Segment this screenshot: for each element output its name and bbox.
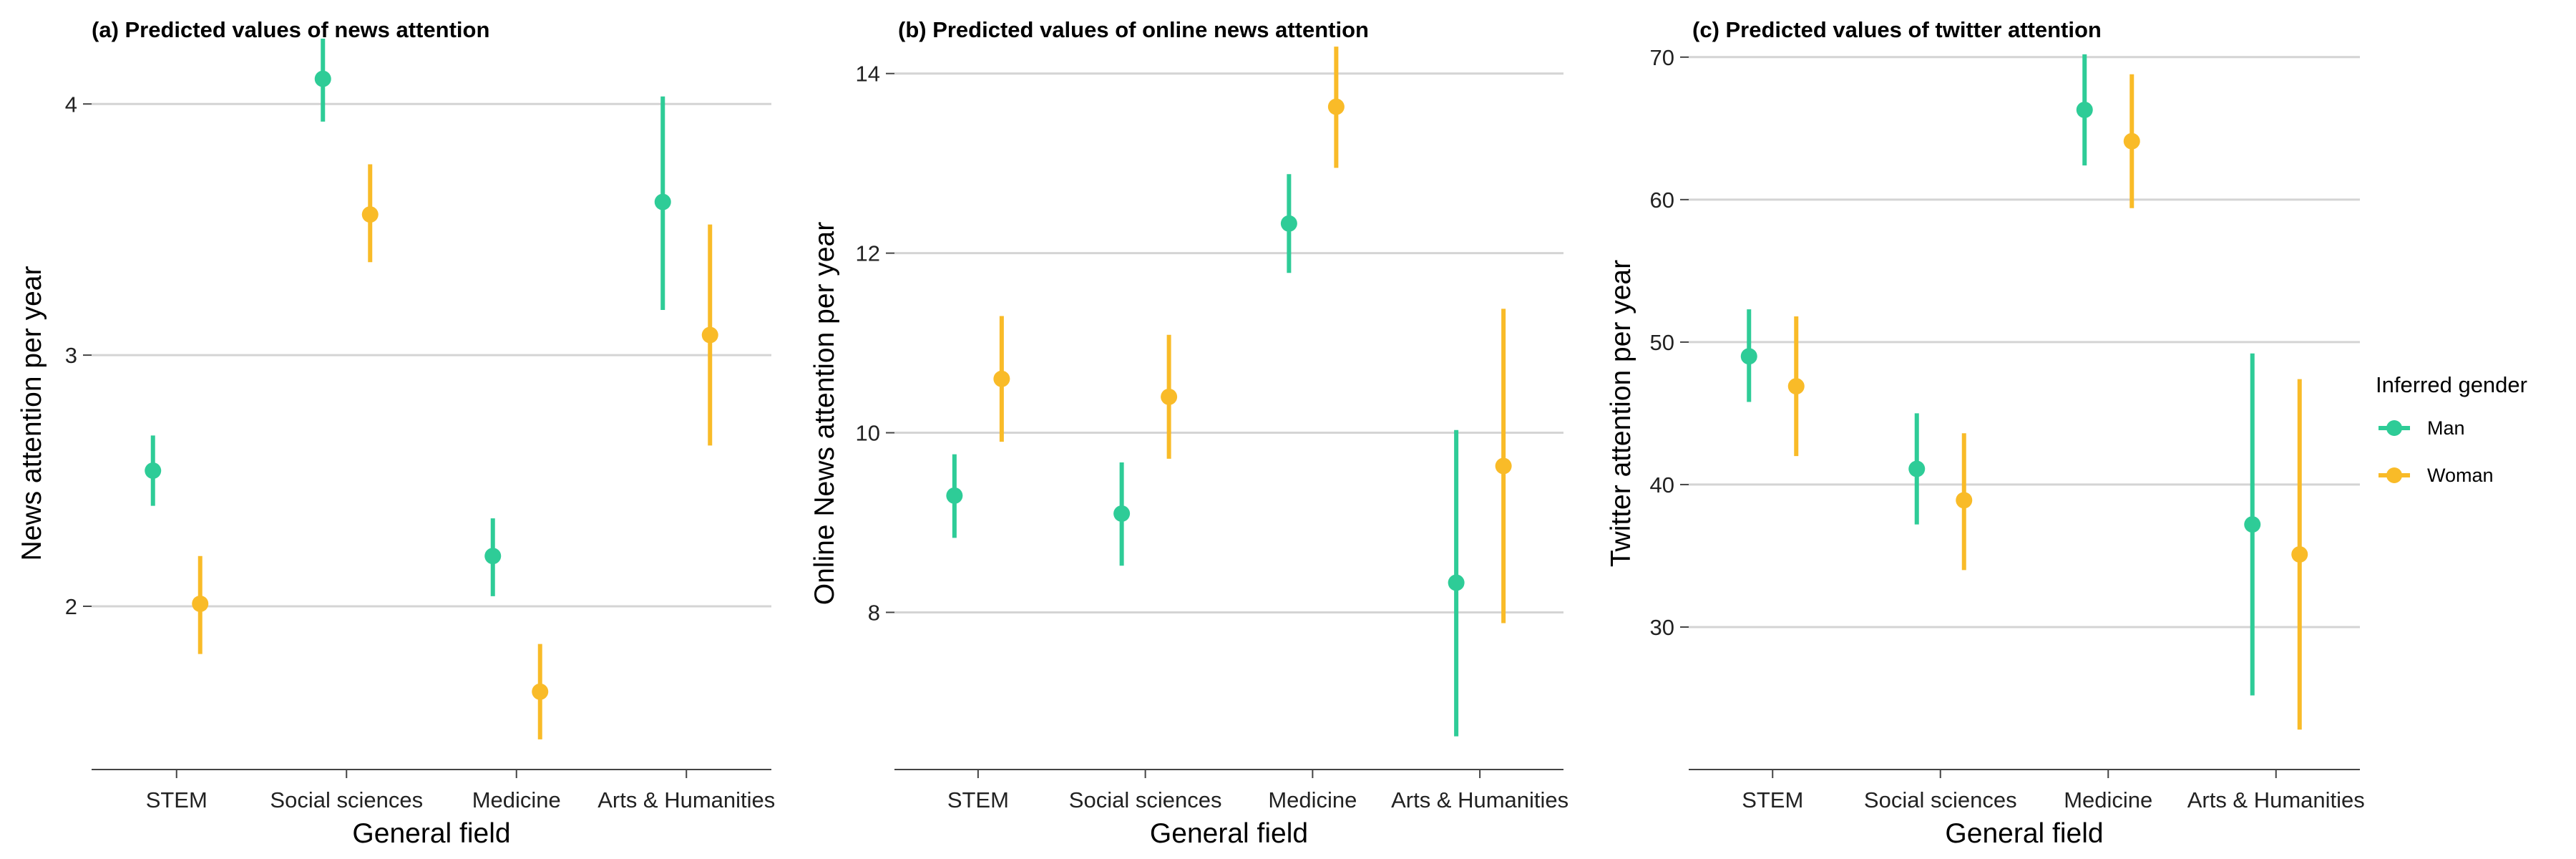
series-man [1740,54,2261,696]
x-tick-label: Arts & Humanities [2187,787,2365,812]
y-tick-label: 40 [1650,472,1674,498]
panel-title: (b) Predicted values of online news atte… [898,17,1369,42]
y-tick-label: 3 [65,343,77,368]
point-man [145,462,162,479]
y-tick-label: 30 [1650,615,1674,640]
y-tick-label: 8 [868,600,880,625]
panels: (a) Predicted values of news attention 2 3… [16,17,2365,849]
x-tick-label: STEM [146,787,208,812]
point-woman [701,326,718,344]
point-woman [192,595,209,612]
y-tick-label: 60 [1650,188,1674,213]
legend-label-man: Man [2427,417,2465,439]
point-woman [532,683,549,700]
x-tick-label: STEM [1742,787,1803,812]
panel-title: (a) Predicted values of news attention [92,17,489,42]
panel-2: (b) Predicted values of online news atte… [809,17,1568,849]
point-man [314,70,331,87]
x-tick-label: Social sciences [270,787,423,812]
series-woman [1787,74,2308,730]
series-woman [192,164,718,739]
x-tick-label: Arts & Humanities [597,787,775,812]
y-tick-label: 4 [65,92,77,117]
legend-key-man-dot [2386,420,2402,436]
point-woman [361,206,379,223]
point-man [1113,505,1131,522]
series-man [946,174,1465,737]
x-axis-title: General field [1150,818,1308,849]
legend-item-man: Man [2379,417,2465,439]
legend-item-woman: Woman [2379,465,2494,486]
x-tick-label: Social sciences [1069,787,1222,812]
x-axis-title: General field [1945,818,2103,849]
point-woman [993,370,1010,387]
point-man [1448,574,1465,591]
y-tick-label: 50 [1650,330,1674,355]
x-tick-label: STEM [947,787,1009,812]
y-tick-label: 12 [856,241,880,266]
legend-title: Inferred gender [2376,372,2527,397]
point-man [2244,516,2261,533]
point-woman [1787,378,1805,395]
point-woman [1495,457,1512,475]
point-man [484,548,502,565]
series-man [145,39,671,596]
panel-3: (c) Predicted values of twitter attentio… [1606,17,2365,849]
x-tick-label: Arts & Humanities [1391,787,1568,812]
point-man [1740,348,1757,365]
x-tick-label: Social sciences [1864,787,2017,812]
y-tick-label: 14 [856,62,880,87]
legend: Inferred gender Man Woman [2376,372,2527,486]
y-axis-title: Online News attention per year [809,222,840,605]
point-woman [1161,388,1178,405]
point-woman [2291,545,2308,563]
point-man [1908,460,1926,477]
legend-key-woman-dot [2386,467,2402,483]
x-tick-label: Medicine [1268,787,1357,812]
y-tick-label: 70 [1650,45,1674,70]
point-man [2076,101,2093,118]
legend-label-woman: Woman [2427,465,2494,486]
point-woman [1956,492,1973,509]
series-woman [993,47,1512,623]
panel-title: (c) Predicted values of twitter attentio… [1692,17,2102,42]
point-man [654,193,671,210]
point-woman [1327,98,1345,115]
y-axis-title: News attention per year [16,266,47,561]
point-woman [2123,132,2140,150]
y-axis-title: Twitter attention per year [1606,260,1636,567]
panel-1: (a) Predicted values of news attention 2 3… [16,17,775,849]
x-axis-title: General field [352,818,510,849]
x-tick-label: Medicine [2064,787,2152,812]
point-man [946,487,963,504]
x-tick-label: Medicine [472,787,561,812]
y-tick-label: 10 [856,421,880,446]
y-tick-label: 2 [65,594,77,619]
point-man [1280,215,1297,232]
